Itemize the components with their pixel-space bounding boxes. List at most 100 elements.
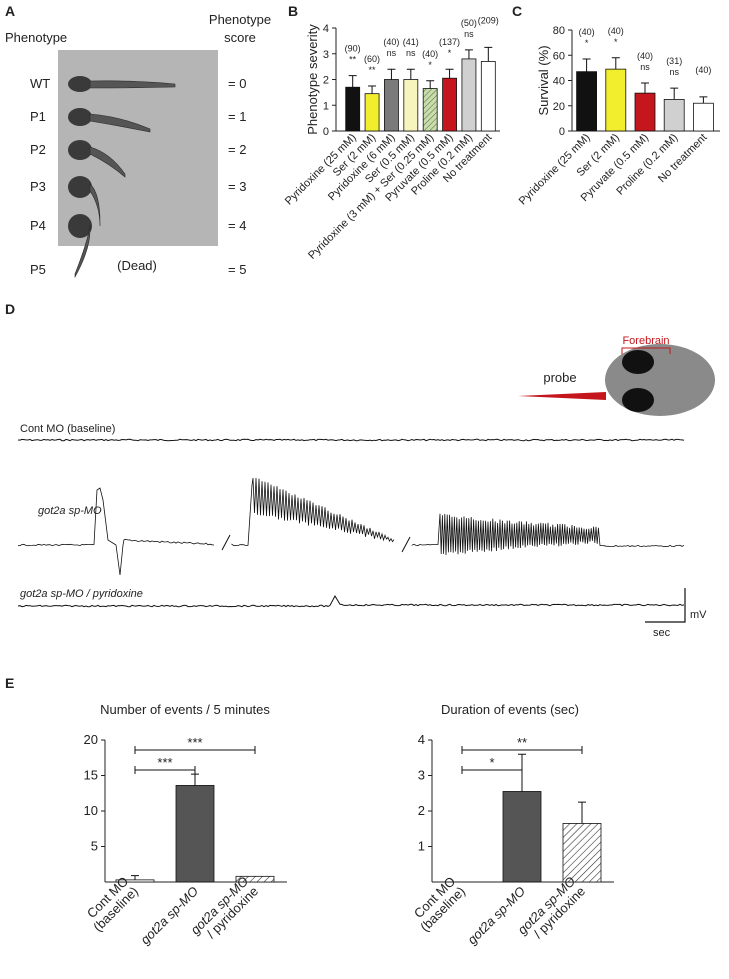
significance: ** bbox=[349, 55, 357, 65]
trace-label: got2a sp-MO bbox=[38, 505, 102, 517]
fish-images bbox=[68, 76, 176, 279]
trace bbox=[17, 594, 685, 608]
error-bar bbox=[348, 75, 357, 88]
bar bbox=[461, 58, 477, 132]
error-bar bbox=[406, 68, 415, 80]
comparison-bracket bbox=[461, 746, 583, 754]
y-tick-label: 4 bbox=[323, 23, 329, 35]
eye bbox=[622, 388, 654, 412]
significance: ns bbox=[387, 48, 397, 58]
error-bar bbox=[191, 773, 199, 786]
fish-body bbox=[89, 146, 126, 178]
header: Phenotype bbox=[209, 12, 271, 27]
score-label: = 3 bbox=[228, 179, 246, 194]
y-tick-label: 20 bbox=[84, 732, 98, 747]
forebrain-label: Forebrain bbox=[622, 335, 669, 347]
fish-head bbox=[68, 108, 92, 126]
bar bbox=[364, 93, 380, 132]
n-label: (50) bbox=[461, 18, 477, 28]
header: score bbox=[224, 30, 256, 45]
y-axis-label: Phenotype severity bbox=[305, 24, 320, 135]
significance: ns bbox=[640, 62, 650, 72]
y-tick-label: 3 bbox=[323, 49, 329, 61]
bar bbox=[480, 61, 496, 132]
label-line: got2a sp-MO bbox=[137, 884, 201, 948]
bar bbox=[576, 71, 597, 132]
scale-label: sec bbox=[653, 627, 671, 639]
error-bar bbox=[464, 49, 473, 59]
score-label: = 1 bbox=[228, 109, 246, 124]
significance: * bbox=[428, 60, 432, 70]
row-label: P4 bbox=[30, 218, 46, 233]
chart-title: Number of events / 5 minutes bbox=[100, 702, 270, 717]
y-tick-label: 10 bbox=[84, 803, 98, 818]
dead-label: (Dead) bbox=[117, 258, 157, 273]
bar bbox=[403, 79, 419, 132]
bar bbox=[502, 791, 542, 883]
error-bar bbox=[641, 82, 649, 94]
error-bar bbox=[578, 801, 586, 824]
y-tick-label: 5 bbox=[91, 839, 98, 854]
comparison-bracket bbox=[461, 766, 523, 774]
significance: * bbox=[614, 37, 618, 47]
significance: * bbox=[448, 48, 452, 58]
n-label: (40) bbox=[383, 37, 399, 47]
fish-body bbox=[74, 222, 91, 279]
score-label: = 4 bbox=[228, 218, 246, 233]
panel-letter: C bbox=[512, 3, 522, 19]
probe-label: probe bbox=[543, 370, 576, 385]
fish-head bbox=[68, 214, 92, 238]
comparison-label: ** bbox=[517, 735, 527, 750]
trace-label: got2a sp-MO / pyridoxine bbox=[20, 588, 143, 600]
significance: ns bbox=[464, 29, 474, 39]
fish-head bbox=[68, 76, 92, 92]
n-label: (41) bbox=[403, 37, 419, 47]
x-tick-label: Cont MO(baseline) bbox=[407, 874, 468, 935]
y-tick-label: 3 bbox=[418, 768, 425, 783]
panel-letter: E bbox=[5, 675, 14, 691]
n-label: (40) bbox=[579, 27, 595, 37]
bar bbox=[175, 785, 215, 883]
n-label: (90) bbox=[345, 44, 361, 54]
panel-letter: B bbox=[288, 3, 298, 19]
comparison-bracket bbox=[134, 746, 256, 754]
significance: ** bbox=[369, 65, 377, 75]
y-tick-label: 1 bbox=[418, 839, 425, 854]
y-axis-label: Survival (%) bbox=[536, 45, 551, 115]
error-bar bbox=[699, 96, 708, 104]
error-bar bbox=[426, 80, 435, 89]
bar bbox=[562, 823, 602, 883]
scale-bar bbox=[645, 588, 686, 623]
y-tick-label: 1 bbox=[323, 100, 329, 112]
error-bar bbox=[611, 57, 620, 70]
n-label: (40) bbox=[637, 51, 653, 61]
n-label: (60) bbox=[364, 54, 380, 64]
y-tick-label: 0 bbox=[559, 126, 565, 138]
row-label: P1 bbox=[30, 109, 46, 124]
error-bar bbox=[670, 87, 679, 100]
bracket bbox=[621, 347, 671, 354]
trace bbox=[17, 477, 685, 576]
x-tick-label: got2a sp-MO bbox=[464, 884, 528, 948]
chart-title: Duration of events (sec) bbox=[441, 702, 579, 717]
panel-letter: D bbox=[5, 301, 15, 317]
error-bar bbox=[445, 68, 454, 79]
error-bar bbox=[484, 46, 493, 62]
n-label: (31) bbox=[666, 56, 682, 66]
comparison-bracket bbox=[134, 766, 196, 774]
fish-body bbox=[89, 113, 151, 133]
bar bbox=[422, 88, 438, 132]
y-tick-label: 20 bbox=[553, 101, 565, 113]
n-label: (40) bbox=[422, 49, 438, 59]
header: Phenotype bbox=[5, 30, 67, 45]
trace-label: Cont MO (baseline) bbox=[20, 423, 115, 435]
significance: ns bbox=[669, 67, 679, 77]
bar bbox=[693, 102, 714, 132]
score-label: = 2 bbox=[228, 142, 246, 157]
y-tick-label: 15 bbox=[84, 768, 98, 783]
row-label: P2 bbox=[30, 142, 46, 157]
bar bbox=[634, 92, 656, 132]
n-label: (137) bbox=[439, 37, 460, 47]
eye bbox=[622, 350, 654, 374]
